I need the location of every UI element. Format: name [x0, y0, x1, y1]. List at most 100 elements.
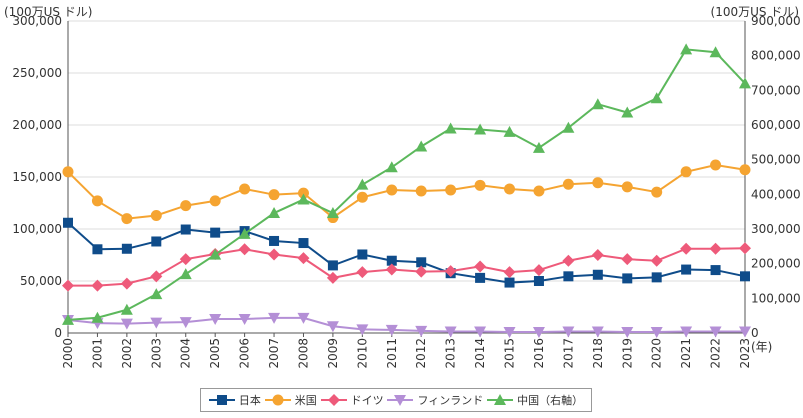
x-tick-label: 2014 [473, 338, 487, 369]
data-point [120, 277, 133, 290]
legend-marker-triangle-up-icon [487, 394, 514, 405]
series-line [68, 247, 746, 287]
left-tick-label: 150,000 [12, 170, 62, 184]
data-point [121, 243, 132, 254]
data-point [591, 98, 604, 110]
data-point [650, 92, 663, 104]
series-4 [62, 43, 751, 325]
x-tick-label: 2021 [679, 338, 693, 369]
legend-marker [494, 394, 507, 405]
data-point [210, 227, 221, 238]
series-0 [63, 217, 750, 288]
legend-label: フィンランド [417, 394, 484, 407]
data-point [562, 121, 575, 133]
data-point [504, 183, 516, 195]
data-point [385, 263, 398, 276]
data-point [533, 185, 545, 197]
data-point [680, 43, 693, 55]
data-point [209, 313, 222, 325]
legend-marker [394, 395, 407, 406]
x-tick-label: 2018 [591, 338, 605, 369]
data-point [562, 326, 575, 338]
series-line [67, 164, 746, 220]
right-tick-label: 400,000 [751, 187, 801, 201]
data-point [238, 313, 251, 325]
data-point [298, 238, 309, 249]
x-tick-label: 2001 [90, 338, 104, 369]
legend-marker-square-icon [208, 395, 235, 405]
data-point [651, 272, 662, 283]
data-point [503, 125, 516, 137]
legend-item-china: 中国（右軸） [487, 392, 583, 408]
data-point [386, 184, 398, 196]
data-point [680, 242, 693, 255]
left-tick-label: 100,000 [12, 222, 62, 236]
data-point [592, 269, 603, 280]
x-axis-unit-label: (年) [751, 340, 772, 354]
right-tick-label: 700,000 [751, 83, 801, 97]
data-point [120, 303, 133, 315]
data-point [710, 265, 721, 276]
data-point [503, 326, 516, 338]
data-point [532, 141, 545, 153]
left-tick-label: 300,000 [12, 14, 62, 28]
right-tick-label: 200,000 [751, 257, 801, 271]
legend-marker-triangle-down-icon [387, 395, 414, 406]
left-tick-label: 0 [54, 326, 62, 340]
data-point [681, 264, 692, 275]
data-point [680, 326, 693, 338]
data-point [179, 317, 192, 329]
x-tick-label: 2020 [650, 338, 664, 369]
data-point [326, 271, 339, 284]
data-point [532, 326, 545, 338]
x-tick-label: 2000 [61, 338, 75, 369]
data-point [533, 276, 544, 286]
legend: 日本 米国 ドイツ フィンランド 中国（右軸） [200, 388, 592, 412]
x-tick-label: 2013 [444, 338, 458, 369]
data-point [91, 311, 104, 323]
data-point [238, 227, 251, 239]
data-point [179, 253, 192, 266]
data-point [709, 46, 722, 58]
data-point [504, 277, 515, 288]
right-tick-label: 900,000 [751, 14, 801, 28]
data-point [739, 164, 751, 176]
legend-label: ドイツ [350, 394, 384, 407]
data-point [91, 279, 104, 292]
data-point [444, 265, 457, 278]
tick-labels: 0 50,000 100,000 150,000 200,000 250,000 300,0… [12, 14, 800, 369]
right-tick-label: 100,000 [751, 291, 801, 305]
legend-item-germany: ドイツ [320, 392, 384, 408]
x-tick-label: 2017 [561, 338, 575, 369]
data-point [592, 177, 604, 189]
data-point [150, 317, 163, 329]
data-point [238, 243, 251, 256]
series-3 [62, 312, 751, 338]
legend-label: 日本 [238, 394, 261, 407]
data-point [621, 181, 633, 193]
left-tick-label: 200,000 [12, 118, 62, 132]
data-point [327, 260, 338, 271]
data-point [62, 166, 74, 178]
left-axis-unit-label: (100万US ドル) [4, 5, 93, 19]
data-point [297, 312, 310, 324]
data-point [356, 324, 369, 336]
legend-label: 中国（右軸） [517, 394, 584, 407]
data-point [356, 266, 369, 279]
data-point [209, 195, 221, 207]
data-point [445, 184, 457, 196]
x-tick-label: 2005 [208, 338, 222, 369]
legend-item-japan: 日本 [208, 392, 261, 408]
right-tick-label: 800,000 [751, 49, 801, 63]
data-point [474, 326, 487, 338]
series-line [67, 316, 745, 333]
x-tick-label: 2002 [120, 338, 134, 369]
x-tick-label: 2012 [414, 338, 428, 369]
data-point [562, 254, 575, 267]
data-point [62, 313, 74, 325]
data-point [709, 242, 722, 255]
legend-item-finland: フィンランド [387, 392, 483, 408]
right-tick-label: 600,000 [751, 118, 801, 132]
right-tick-label: 500,000 [751, 153, 801, 167]
data-point [739, 326, 751, 338]
